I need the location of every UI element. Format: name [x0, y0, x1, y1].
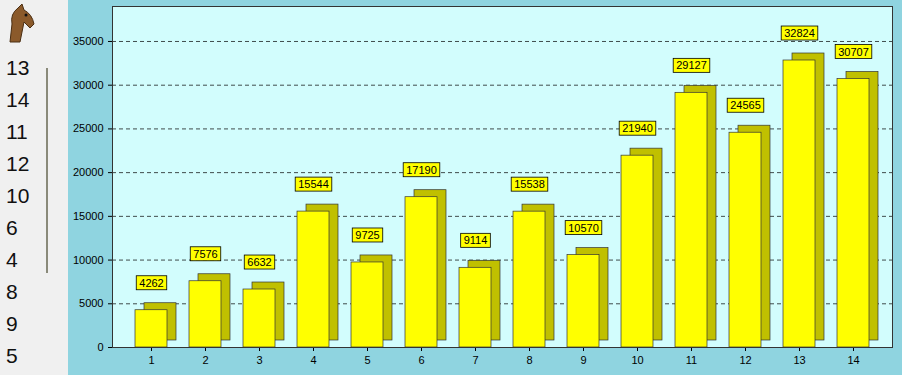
svg-text:15000: 15000: [73, 210, 104, 222]
svg-text:10570: 10570: [568, 222, 599, 234]
svg-text:5000: 5000: [79, 297, 103, 309]
svg-text:30000: 30000: [73, 79, 104, 91]
html-text:12: 12: [6, 152, 30, 175]
html-text:5: 5: [6, 344, 18, 367]
svg-text:32824: 32824: [784, 27, 815, 39]
svg-text:12: 12: [739, 354, 751, 366]
html-text:10: 10: [6, 184, 30, 207]
html-text:11: 11: [6, 120, 28, 143]
svg-text:9114: 9114: [464, 234, 488, 246]
svg-text:11: 11: [686, 354, 697, 366]
svg-text:2: 2: [202, 354, 208, 366]
svg-text:15544: 15544: [298, 178, 329, 190]
svg-text:7576: 7576: [193, 248, 217, 260]
svg-text:20000: 20000: [73, 166, 104, 178]
svg-text:10: 10: [631, 354, 643, 366]
svg-text:0: 0: [97, 341, 103, 353]
svg-text:8: 8: [526, 354, 532, 366]
svg-text:9: 9: [580, 354, 586, 366]
svg-text:1: 1: [148, 354, 154, 366]
svg-text:4: 4: [310, 354, 316, 366]
svg-text:15538: 15538: [514, 178, 545, 190]
html-text:4: 4: [6, 248, 18, 271]
svg-text:14: 14: [847, 354, 859, 366]
svg-text:29127: 29127: [676, 59, 707, 71]
svg-text:10000: 10000: [73, 254, 104, 266]
svg-text:3: 3: [256, 354, 262, 366]
svg-text:9725: 9725: [355, 229, 379, 241]
html-text:8: 8: [6, 280, 18, 303]
svg-text:6: 6: [418, 354, 424, 366]
html-text:13: 13: [6, 56, 30, 79]
svg-text:24565: 24565: [730, 99, 761, 111]
svg-text:4262: 4262: [139, 277, 163, 289]
svg-text:30707: 30707: [838, 46, 869, 58]
svg-text:5: 5: [364, 354, 370, 366]
html-text:9: 9: [6, 312, 18, 335]
svg-text:17190: 17190: [406, 164, 437, 176]
html-text:6: 6: [6, 216, 18, 239]
svg-text:6632: 6632: [247, 256, 271, 268]
svg-text:21940: 21940: [622, 122, 653, 134]
svg-text:25000: 25000: [73, 122, 104, 134]
svg-text:35000: 35000: [73, 35, 104, 47]
svg-text:7: 7: [472, 354, 478, 366]
svg-text:13: 13: [793, 354, 805, 366]
html-text:14: 14: [6, 88, 30, 111]
